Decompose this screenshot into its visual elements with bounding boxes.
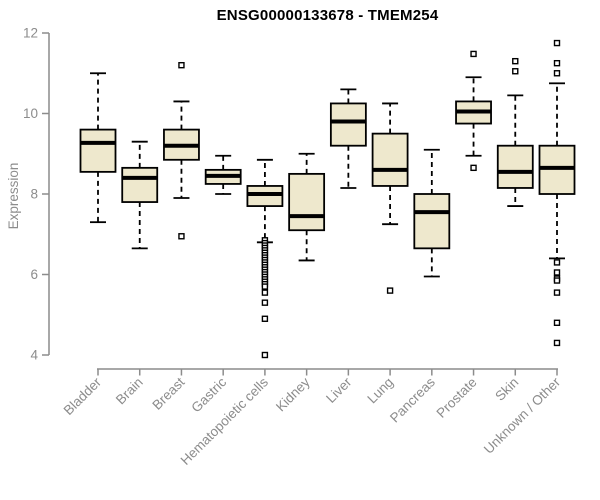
x-tick-label-breast: Breast bbox=[149, 374, 187, 412]
outlier-point-lung-0 bbox=[386, 287, 394, 294]
outlier-point-unknown-other-7 bbox=[553, 289, 561, 296]
box-unknown-other bbox=[538, 144, 576, 195]
outlier-point-unknown-other-8 bbox=[553, 319, 561, 326]
y-tick-label-4: 4 bbox=[30, 348, 38, 363]
x-tick-label-bladder: Bladder bbox=[61, 374, 105, 418]
outlier-point-hematopoietic-cells-19 bbox=[261, 283, 269, 290]
box-hematopoietic-cells bbox=[246, 185, 284, 207]
outlier-point-unknown-other-3 bbox=[553, 259, 561, 266]
chart-title: ENSG00000133678 - TMEM254 bbox=[216, 7, 439, 24]
x-tick-label-liver: Liver bbox=[323, 374, 355, 406]
outlier-point-unknown-other-9 bbox=[553, 339, 561, 347]
x-tick-label-gastric: Gastric bbox=[188, 374, 229, 415]
x-tick-label-pancreas: Pancreas bbox=[387, 374, 438, 425]
outlier-point-unknown-other-6 bbox=[553, 277, 561, 284]
y-tick-label-6: 6 bbox=[30, 267, 38, 282]
outlier-point-skin-0 bbox=[512, 57, 519, 65]
outlier-point-unknown-other-1 bbox=[553, 59, 561, 67]
x-tick-label-brain: Brain bbox=[113, 375, 146, 408]
outlier-point-unknown-other-0 bbox=[553, 39, 561, 47]
box-kidney bbox=[288, 172, 326, 232]
outlier-point-hematopoietic-cells-22 bbox=[261, 315, 269, 322]
box-liver bbox=[329, 102, 367, 147]
box-pancreas bbox=[413, 193, 451, 250]
outlier-point-hematopoietic-cells-20 bbox=[261, 289, 269, 296]
outlier-point-prostate-0 bbox=[470, 50, 477, 58]
y-tick-label-8: 8 bbox=[30, 187, 38, 202]
outlier-point-prostate-1 bbox=[470, 164, 477, 172]
x-tick-label-lung: Lung bbox=[364, 375, 396, 407]
x-tick-label-skin: Skin bbox=[492, 375, 521, 404]
y-tick-label-12: 12 bbox=[23, 26, 38, 41]
x-tick-label-prostate: Prostate bbox=[434, 375, 480, 421]
x-tick-label-unknown-other: Unknown / Other bbox=[481, 374, 564, 457]
outlier-point-unknown-other-2 bbox=[553, 70, 561, 77]
y-tick-label-10: 10 bbox=[23, 106, 38, 121]
outlier-point-unknown-other-4 bbox=[553, 269, 561, 276]
outlier-point-hematopoietic-cells-23 bbox=[261, 351, 269, 359]
outlier-point-breast-1 bbox=[178, 233, 185, 240]
outlier-point-breast-0 bbox=[178, 62, 185, 69]
outlier-point-hematopoietic-cells-21 bbox=[261, 299, 269, 306]
box-skin bbox=[496, 144, 534, 189]
box-lung bbox=[371, 132, 409, 187]
box-bladder bbox=[79, 128, 117, 173]
outlier-point-skin-1 bbox=[512, 68, 519, 75]
box-brain bbox=[121, 166, 159, 203]
x-tick-label-kidney: Kidney bbox=[273, 374, 313, 414]
